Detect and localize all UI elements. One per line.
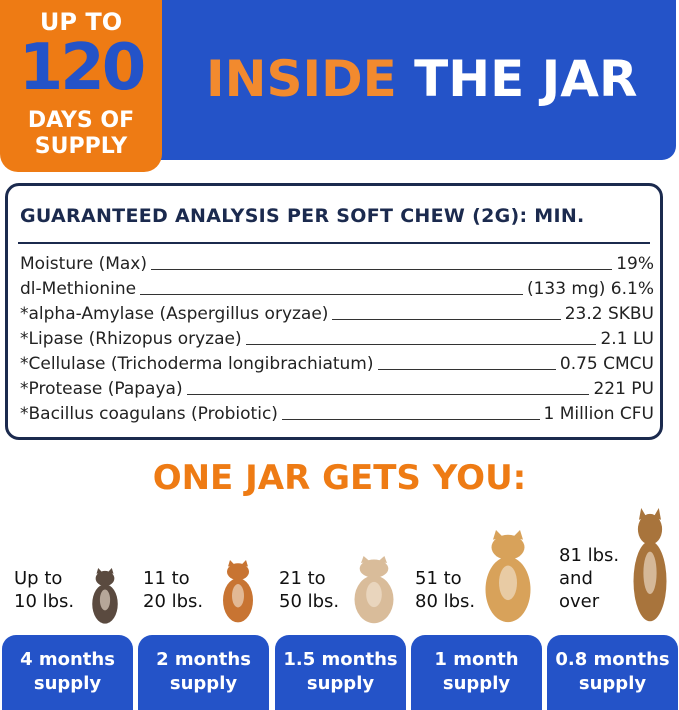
nutrient-value: 0.75 CMCU bbox=[559, 354, 654, 374]
title-white: THE JAR bbox=[414, 50, 638, 108]
supply-card: 4 months supply bbox=[2, 635, 133, 710]
supply-duration: 1 month bbox=[434, 649, 519, 670]
supply-card: 2 months supply bbox=[138, 635, 269, 710]
supply-label: supply bbox=[33, 673, 102, 694]
dog-image bbox=[92, 568, 118, 624]
nutrient-name: dl-Methionine bbox=[20, 279, 137, 299]
analysis-row: *alpha-Amylase (Aspergillus oryzae) 23.2 … bbox=[20, 299, 654, 324]
nutrient-name: *Cellulase (Trichoderma longibrachiatum) bbox=[20, 354, 374, 374]
supply-badge: UP TO 120 DAYS OF SUPPLY bbox=[0, 0, 162, 172]
nutrient-value: 1 Million CFU bbox=[543, 404, 654, 424]
leader-line bbox=[377, 369, 556, 370]
nutrient-name: *Lipase (Rhizopus oryzae) bbox=[20, 329, 242, 349]
weight-line2: 20 lbs. bbox=[143, 591, 204, 612]
header-banner bbox=[150, 0, 676, 160]
weight-line1: 11 to bbox=[143, 568, 190, 589]
weight-label: 51 to 80 lbs. bbox=[415, 567, 475, 613]
weight-line1: 81 lbs. bbox=[559, 545, 620, 566]
weight-line2: 10 lbs. bbox=[14, 591, 75, 612]
nutrient-name: *Protease (Papaya) bbox=[20, 379, 183, 399]
weight-label: 11 to 20 lbs. bbox=[143, 567, 203, 613]
nutrient-value: 23.2 SKBU bbox=[564, 304, 654, 324]
nutrient-name: Moisture (Max) bbox=[20, 254, 147, 274]
weight-line2: and bbox=[559, 568, 593, 589]
badge-days: DAYS OF bbox=[27, 108, 135, 133]
badge-line1: UP TO bbox=[39, 8, 123, 36]
supply-duration: 4 months bbox=[20, 649, 115, 670]
title-orange: INSIDE bbox=[206, 50, 397, 108]
leader-line bbox=[150, 269, 613, 270]
supply-card: 1 month supply bbox=[411, 635, 542, 710]
gets-heading: ONE JAR GETS YOU: bbox=[152, 458, 527, 498]
badge-line3: DAYS OF SUPPLY bbox=[0, 108, 162, 160]
weight-line2: 80 lbs. bbox=[415, 591, 476, 612]
analysis-heading: GUARANTEED ANALYSIS PER SOFT CHEW (2G): … bbox=[20, 205, 585, 227]
dog-image bbox=[223, 560, 253, 623]
analysis-row: *Cellulase (Trichoderma longibrachiatum)… bbox=[20, 349, 654, 374]
analysis-row: *Bacillus coagulans (Probiotic) 1 Million… bbox=[20, 399, 654, 424]
leader-line bbox=[332, 319, 561, 320]
supply-card: 0.8 months supply bbox=[547, 635, 678, 710]
nutrient-value: 2.1 LU bbox=[600, 329, 654, 349]
weight-line3: over bbox=[559, 591, 600, 612]
nutrient-value: (133 mg) 6.1% bbox=[526, 279, 654, 299]
leader-line bbox=[245, 344, 597, 345]
supply-label: supply bbox=[578, 673, 647, 694]
divider bbox=[18, 242, 650, 244]
nutrient-value: 19% bbox=[616, 254, 654, 274]
page-title: INSIDE THE JAR bbox=[206, 50, 637, 108]
supply-duration: 0.8 months bbox=[555, 649, 670, 670]
weight-line1: 21 to bbox=[279, 568, 326, 589]
supply-label: supply bbox=[169, 673, 238, 694]
weight-line2: 50 lbs. bbox=[279, 591, 340, 612]
dog-image bbox=[354, 556, 394, 624]
weight-line1: 51 to bbox=[415, 568, 462, 589]
weight-line1: Up to bbox=[14, 568, 63, 589]
nutrient-value: 221 PU bbox=[593, 379, 654, 399]
weight-label: Up to 10 lbs. bbox=[14, 567, 74, 613]
nutrient-name: *Bacillus coagulans (Probiotic) bbox=[20, 404, 278, 424]
nutrient-name: *alpha-Amylase (Aspergillus oryzae) bbox=[20, 304, 329, 324]
analysis-table: GUARANTEED ANALYSIS PER SOFT CHEW (2G): … bbox=[5, 183, 663, 440]
dog-image bbox=[485, 530, 531, 623]
analysis-row: Moisture (Max) 19% bbox=[20, 249, 654, 274]
supply-card: 1.5 months supply bbox=[275, 635, 406, 710]
supply-label: supply bbox=[306, 673, 375, 694]
analysis-row: *Protease (Papaya) 221 PU bbox=[20, 374, 654, 399]
leader-line bbox=[186, 394, 590, 395]
analysis-row: *Lipase (Rhizopus oryzae) 2.1 LU bbox=[20, 324, 654, 349]
badge-number: 120 bbox=[18, 31, 147, 105]
weight-label: 21 to 50 lbs. bbox=[279, 567, 339, 613]
analysis-row: dl-Methionine (133 mg) 6.1% bbox=[20, 274, 654, 299]
leader-line bbox=[281, 419, 540, 420]
supply-label: supply bbox=[442, 673, 511, 694]
badge-supply: SUPPLY bbox=[34, 134, 128, 159]
dog-image bbox=[633, 508, 667, 622]
supply-duration: 2 months bbox=[156, 649, 251, 670]
weight-label: 81 lbs. and over bbox=[559, 544, 619, 613]
leader-line bbox=[140, 294, 523, 295]
supply-duration: 1.5 months bbox=[283, 649, 398, 670]
